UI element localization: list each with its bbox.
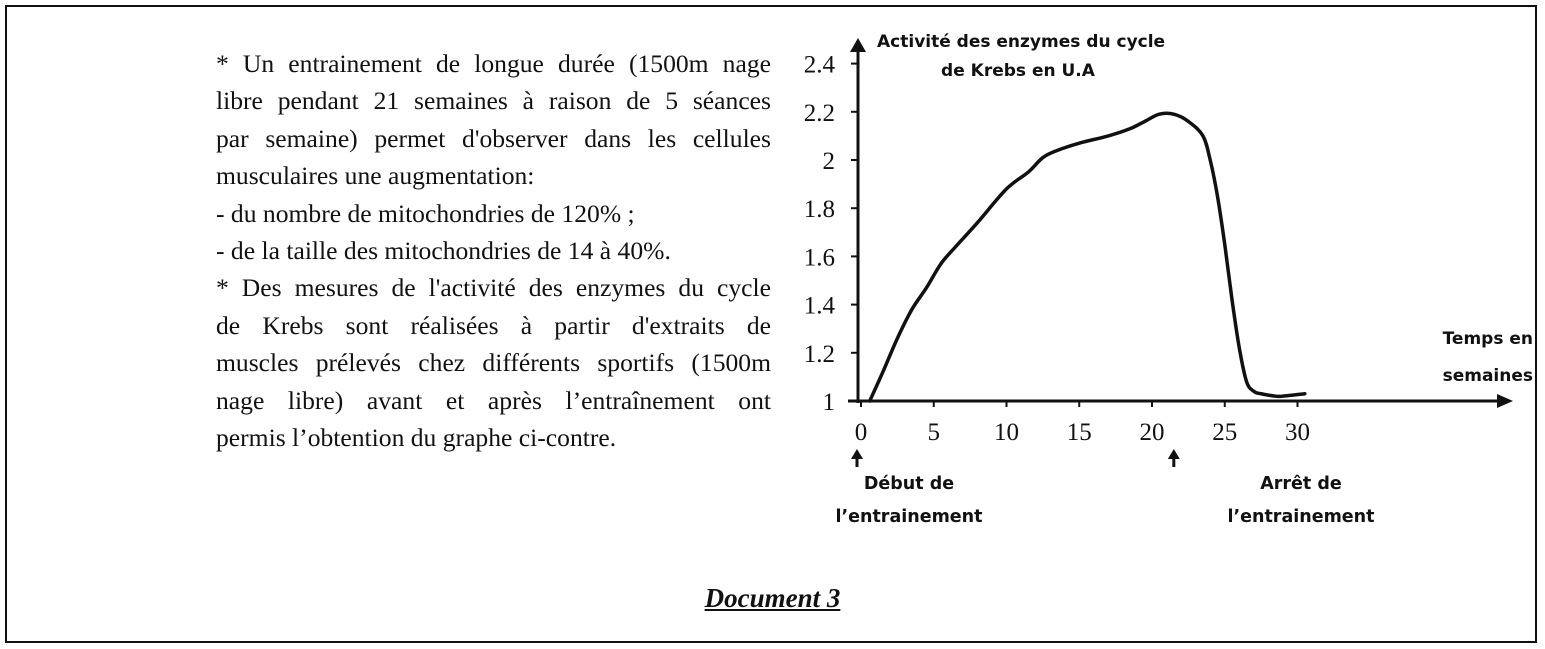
y-tick-label: 1.4 [804, 293, 836, 320]
x-axis-arrow [1497, 394, 1513, 408]
annotation-label-line: Début de [864, 474, 954, 494]
y-tick-label: 1 [823, 389, 836, 416]
chart-axes [848, 38, 1513, 408]
document-title: Document 3 [704, 583, 841, 613]
x-axis-title-line: semaines [1443, 366, 1533, 386]
x-tick-label: 25 [1212, 419, 1237, 446]
y-tick-label: 1.6 [804, 244, 835, 271]
x-tick-label: 5 [928, 419, 941, 446]
text-line: - de la taille des mitochondries de 14 à… [216, 236, 671, 266]
annotation-label-line: l’entrainement [835, 507, 982, 527]
chart-ticks: 1 1.2 1.4 1.6 1.8 2 2.2 2.4 0 5 10 15 20 25 30 [804, 52, 1310, 446]
y-axis-title-line: de Krebs en U.A [941, 61, 1096, 81]
x-axis-title-line: Temps en [1443, 329, 1533, 349]
y-axis-title-line: Activité des enzymes du cycle [877, 32, 1165, 52]
chart-labels: Activité des enzymes du cycle de Krebs en… [877, 32, 1533, 386]
document-frame [5, 5, 1537, 643]
chart-series [867, 111, 1307, 403]
text-line: par semaine) permet d'observer dans les … [216, 123, 771, 153]
x-tick-label: 0 [855, 419, 868, 446]
text-line: permis l’obtention du graphe ci-contre. [216, 423, 617, 453]
annotation-label-line: Arrêt de [1260, 474, 1342, 494]
annotation-arrow-head [851, 449, 863, 459]
y-tick-label: 1.2 [804, 341, 835, 368]
x-tick-label: 30 [1285, 419, 1310, 446]
explanation-text: * Un entrainement de longue durée (1500m… [216, 45, 771, 456]
x-tick-label: 10 [994, 419, 1019, 446]
x-tick-label: 15 [1067, 419, 1092, 446]
y-tick-label: 2.2 [804, 100, 835, 127]
series-line [867, 111, 1307, 403]
text-line: nage libre) avant et après l’entraînemen… [216, 385, 771, 415]
text-line: * Un entrainement de longue durée (1500m… [216, 49, 771, 78]
text-line: de Krebs sont réalisées à partir d'extra… [216, 310, 771, 340]
chart-annotations: Début de l’entrainement Arrêt de l’entraine… [835, 449, 1375, 527]
y-tick-label: 2 [823, 148, 836, 175]
text-line: muscles prélevés chez différents sportif… [216, 348, 771, 378]
annotation-label-line: l’entrainement [1227, 507, 1374, 527]
text-line: * Des mesures de l'activité des enzymes … [216, 273, 771, 303]
y-axis-arrow [850, 38, 866, 52]
y-tick-label: 1.8 [804, 196, 835, 223]
text-line: libre pendant 21 semaines à raison de 5 … [216, 86, 771, 116]
text-line: - du nombre de mitochondries de 120% ; [216, 198, 635, 228]
annotation-arrow-head [1167, 449, 1180, 459]
y-tick-label: 2.4 [804, 52, 836, 79]
x-tick-label: 20 [1140, 419, 1165, 446]
text-line: musculaires une augmentation: [216, 161, 535, 191]
